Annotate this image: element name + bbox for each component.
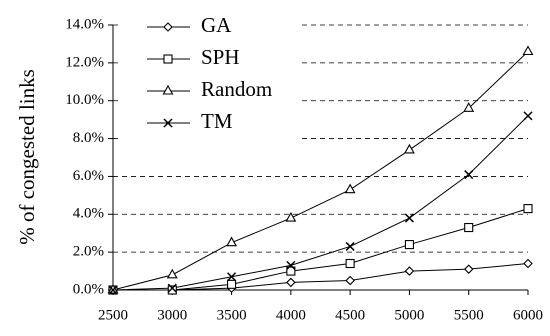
- data-point-tm: [227, 272, 237, 282]
- x-tick-label: 5000: [394, 307, 424, 323]
- marker-stroke: [163, 118, 173, 128]
- y-tick-label: 4.0%: [73, 206, 104, 222]
- data-point-ga: [286, 277, 296, 288]
- data-point-sph: [286, 266, 296, 276]
- marker-stroke: [108, 285, 118, 295]
- data-point-ga: [463, 264, 474, 274]
- y-tick-label: 8.0%: [73, 130, 104, 146]
- data-point-tm: [404, 213, 414, 223]
- data-point-ga: [523, 258, 533, 269]
- x-tick-label: 3000: [157, 307, 187, 323]
- series-line-random: [112, 51, 529, 291]
- data-point-random: [403, 143, 415, 154]
- y-tick-label: 10.0%: [65, 92, 104, 108]
- x-tick-label: 2500: [98, 307, 128, 323]
- y-tick-labels: 0.0% 2.0% 4.0% 6.0% 8.0% 10.0% 12.0% 14.0%: [65, 16, 113, 297]
- series-line-sph: [113, 208, 529, 291]
- data-point-sph: [523, 204, 533, 214]
- x-tick-label: 3500: [217, 307, 247, 323]
- data-point-sph: [464, 222, 474, 233]
- marker-stroke: [464, 170, 474, 180]
- data-point-random: [226, 236, 238, 247]
- data-point-ga: [345, 275, 355, 286]
- data-point-tm: [108, 285, 118, 295]
- marker-stroke: [167, 283, 177, 293]
- data-point-tm: [286, 260, 296, 270]
- marker-stroke: [286, 260, 296, 270]
- x-tick-label: 5500: [454, 307, 484, 323]
- legend-background: [122, 14, 300, 164]
- data-point-random: [463, 102, 475, 112]
- y-tick-label: 14.0%: [65, 16, 104, 32]
- data-point-tm: [464, 170, 474, 180]
- legend-marker-ga: [163, 22, 173, 32]
- y-tick-label: 2.0%: [73, 244, 104, 260]
- data-point-sph: [227, 279, 237, 289]
- data-point-sph: [167, 285, 177, 295]
- legend-marker-tm: [163, 118, 173, 128]
- data-point-sph: [345, 258, 355, 269]
- y-axis-title: % of congested links: [15, 69, 39, 245]
- x-tick-label: 6000: [513, 307, 543, 323]
- data-point-tm: [523, 111, 533, 121]
- data-point-random: [166, 268, 178, 279]
- marker-stroke: [523, 111, 533, 121]
- y-tick-label: 12.0%: [65, 54, 104, 70]
- x-tick-label: 4500: [335, 307, 365, 323]
- marker-stroke: [404, 213, 414, 223]
- legend-marker-random: [162, 84, 174, 95]
- data-point-tm: [167, 283, 177, 293]
- data-point-random: [522, 45, 534, 56]
- series-lines: [112, 51, 529, 291]
- legend-label-ga: GA: [201, 13, 232, 37]
- legend-label-random: Random: [201, 77, 272, 101]
- marker-stroke: [227, 272, 237, 282]
- data-point-sph: [404, 240, 414, 250]
- data-point-random: [344, 183, 356, 194]
- marker-stroke: [345, 241, 355, 251]
- data-point-ga: [404, 266, 415, 276]
- x-tick-label: 4000: [276, 307, 306, 323]
- data-point-tm: [345, 241, 355, 251]
- legend-label-sph: SPH: [201, 45, 240, 69]
- x-tick-labels: 2500 3000 3500 4000 4500 5000 5500 6000: [98, 290, 543, 323]
- legend-marker-sph: [163, 54, 173, 64]
- legend-label-tm: TM: [201, 109, 233, 133]
- legend: GA SPH Random TM: [122, 13, 300, 164]
- y-tick-label: 0.0%: [73, 281, 104, 297]
- data-point-random: [285, 211, 297, 222]
- series-line-ga: [113, 263, 529, 291]
- series-line-tm: [112, 115, 529, 291]
- y-tick-label: 6.0%: [73, 168, 104, 184]
- grid-lines: [113, 24, 528, 253]
- series-markers: [107, 45, 534, 295]
